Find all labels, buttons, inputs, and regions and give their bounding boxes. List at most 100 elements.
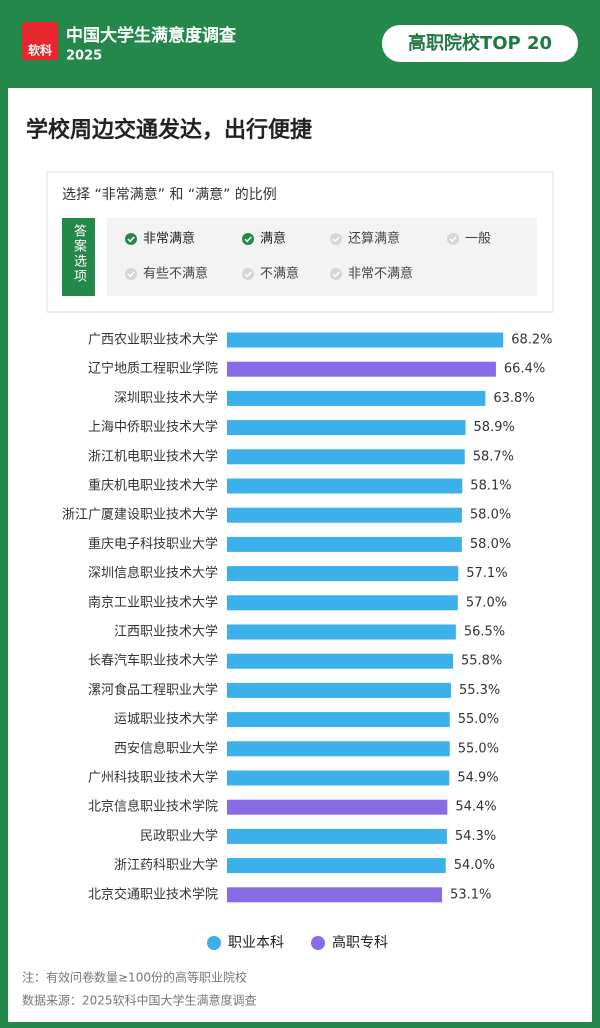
bar: [227, 332, 504, 348]
option-label: 不满意: [260, 266, 299, 282]
check-icon: [242, 268, 254, 280]
value-label: 55.8%: [461, 654, 502, 669]
category-label: 运城职业技术大学: [114, 711, 218, 727]
value-label: 57.0%: [466, 595, 507, 610]
bar: [227, 887, 443, 903]
category-label: 深圳信息职业技术大学: [88, 565, 218, 581]
option-label: 一般: [465, 231, 491, 247]
check-mark: [332, 271, 340, 278]
category-label: 浙江药科职业大学: [114, 857, 218, 873]
category-label: 南京工业职业技术大学: [88, 594, 218, 610]
legend-label: 职业本科: [228, 935, 284, 951]
bar: [227, 799, 448, 815]
check-icon: [330, 233, 342, 245]
check-icon: [125, 233, 137, 245]
value-label: 57.1%: [466, 566, 507, 581]
value-label: 55.3%: [459, 683, 500, 698]
category-label: 民政职业大学: [140, 828, 218, 844]
value-label: 58.9%: [474, 420, 515, 435]
option-label: 满意: [260, 231, 286, 247]
category-label: 广西农业职业技术大学: [88, 332, 218, 348]
check-icon: [330, 268, 342, 280]
option-label: 还算满意: [348, 231, 400, 247]
category-label: 重庆电子科技职业大学: [88, 536, 218, 552]
category-label: 江西职业技术大学: [114, 624, 218, 640]
note: 注：有效问卷数量≥100份的高等职业院校: [22, 970, 247, 985]
check-mark: [127, 236, 135, 243]
category-label: 辽宁地质工程职业学院: [88, 361, 218, 377]
category-label: 西安信息职业大学: [114, 740, 218, 756]
category-label: 北京交通职业技术学院: [88, 886, 218, 902]
option-label: 非常满意: [143, 231, 195, 247]
bar: [227, 449, 465, 465]
badge: [382, 25, 578, 62]
value-label: 58.7%: [473, 449, 514, 464]
bar: [227, 741, 450, 757]
check-icon: [447, 233, 459, 245]
check-icon: [242, 233, 254, 245]
brand: 中国大学生满意度调查: [66, 25, 237, 46]
category-label: 浙江机电职业技术大学: [88, 448, 218, 464]
value-label: 58.0%: [470, 508, 511, 523]
value-label: 58.1%: [470, 479, 511, 494]
category-label: 长春汽车职业技术大学: [88, 653, 218, 669]
check-icon: [125, 268, 137, 280]
value-label: 53.1%: [450, 887, 491, 902]
check-mark: [244, 236, 252, 243]
check-mark: [332, 236, 340, 243]
value-label: 55.0%: [458, 741, 499, 756]
value-label: 56.5%: [464, 625, 505, 640]
category-label: 北京信息职业技术学院: [88, 799, 218, 815]
logo-box: [22, 22, 58, 60]
bar: [227, 478, 463, 494]
category-label: 深圳职业技术大学: [114, 390, 218, 406]
question: 选择 “非常满意” 和 “满意” 的比例: [62, 186, 277, 203]
bar: [227, 595, 458, 611]
value-label: 63.8%: [493, 391, 534, 406]
check-mark: [244, 271, 252, 278]
check-mark: [449, 236, 457, 243]
note: 数据来源：2025软科中国大学生满意度调查: [22, 993, 257, 1008]
year: 2025: [66, 49, 102, 64]
options-label-box: [62, 218, 95, 296]
options-box: [107, 218, 537, 296]
category-label: 漯河食品工程职业大学: [88, 682, 218, 698]
bar: [227, 420, 466, 436]
option-label: 有些不满意: [143, 266, 208, 282]
value-label: 55.0%: [458, 712, 499, 727]
bar: [227, 361, 496, 377]
value-label: 54.4%: [455, 800, 496, 815]
check-mark: [127, 271, 135, 278]
logo-text: 软科: [28, 43, 52, 58]
bar: [227, 653, 453, 669]
value-label: 66.4%: [504, 362, 545, 377]
bar: [227, 566, 459, 582]
category-label: 广州科技职业技术大学: [88, 770, 218, 786]
category-label: 上海中侨职业技术大学: [88, 419, 218, 435]
bar: [227, 712, 450, 728]
value-label: 54.0%: [454, 858, 495, 873]
category-label: 浙江广厦建设职业技术大学: [62, 507, 218, 523]
bar: [227, 507, 462, 523]
options-label: 答案选项: [71, 223, 87, 284]
legend-label: 高职专科: [332, 934, 388, 951]
value-label: 54.9%: [457, 771, 498, 786]
legend-marker: [207, 936, 221, 950]
bar: [227, 390, 486, 406]
bar: [227, 858, 446, 874]
bar: [227, 770, 450, 786]
value-label: 54.3%: [455, 829, 496, 844]
bar: [227, 536, 462, 552]
bar: [227, 682, 451, 698]
value-label: 68.2%: [511, 333, 552, 348]
title: 学校周边交通发达，出行便捷: [26, 117, 313, 143]
option-label: 非常不满意: [348, 266, 413, 282]
category-label: 重庆机电职业技术大学: [88, 478, 218, 494]
bar: [227, 828, 447, 844]
bar: [227, 624, 456, 640]
badge-text: 高职院校TOP 20: [408, 32, 552, 54]
value-label: 58.0%: [470, 537, 511, 552]
legend-marker: [311, 936, 325, 950]
